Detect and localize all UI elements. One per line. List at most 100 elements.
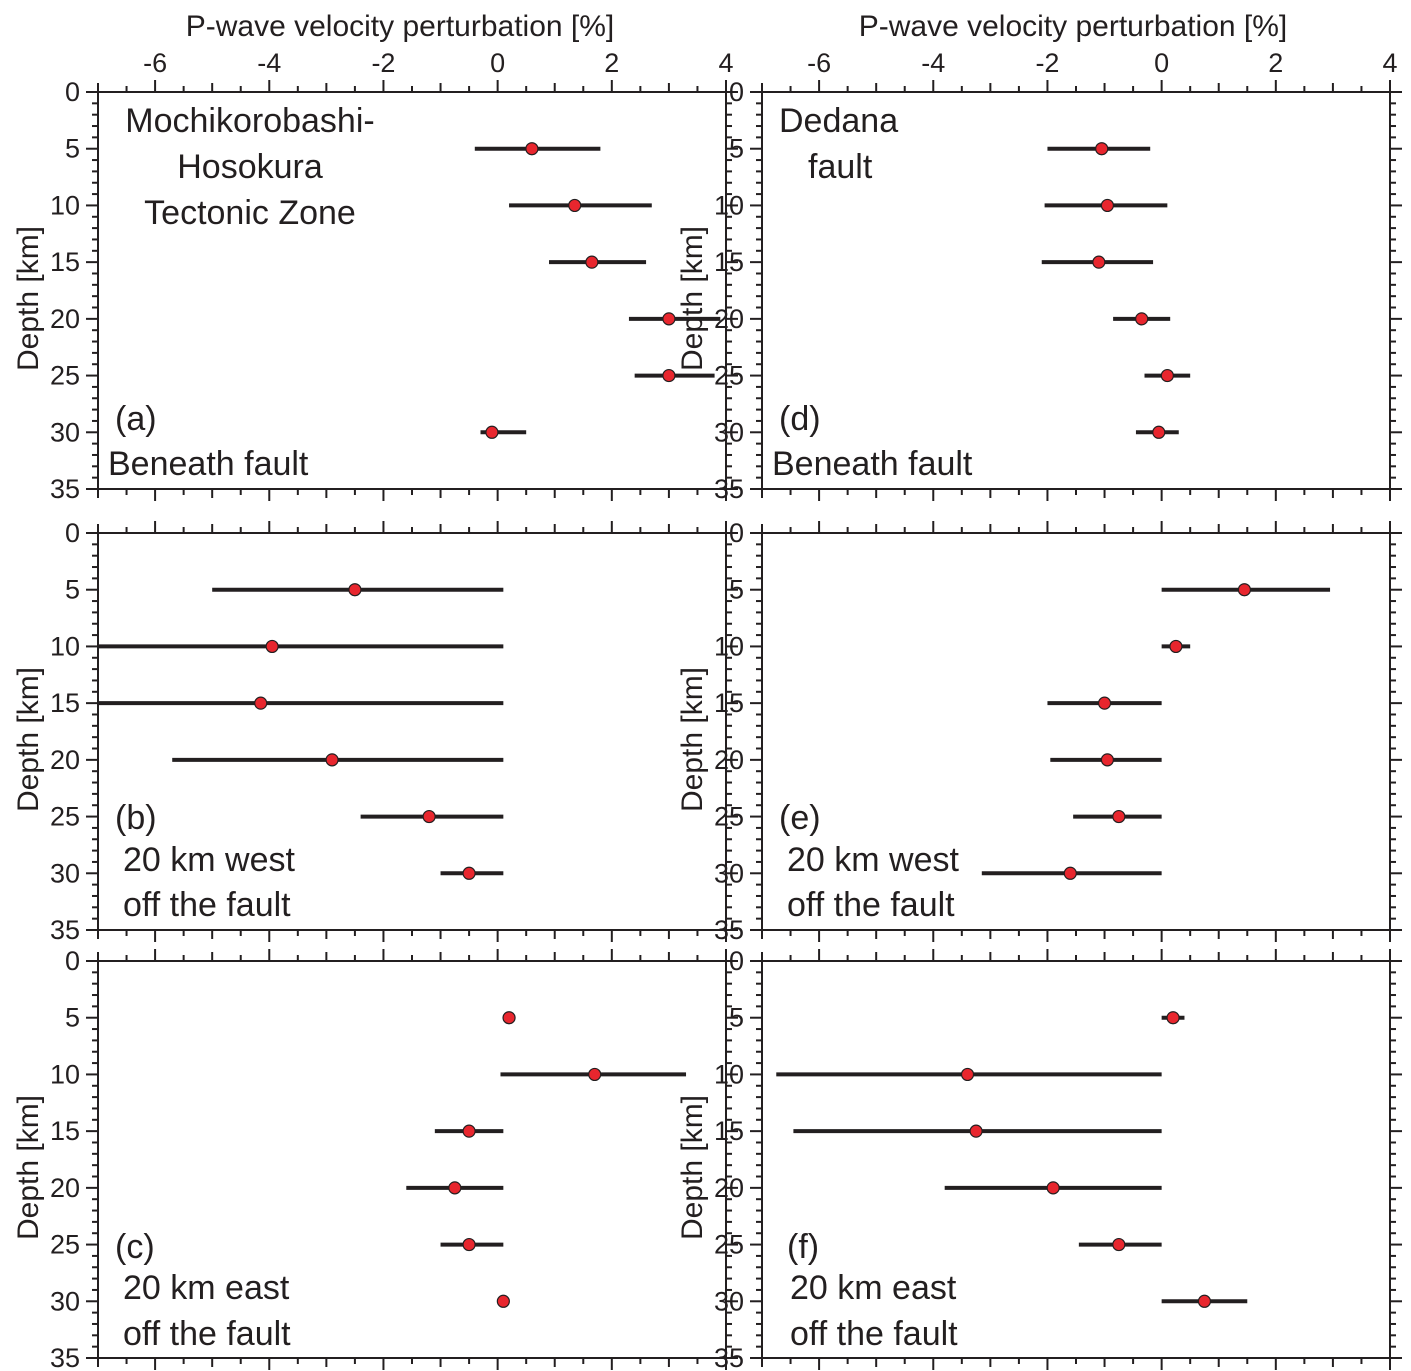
y-tick-label: 5 — [65, 134, 80, 164]
y-tick-label: 25 — [714, 802, 744, 832]
y-tick-label: 25 — [714, 361, 744, 391]
y-tick-label: 15 — [50, 247, 80, 277]
panel-annotation: Hosokura — [177, 148, 323, 186]
data-point — [568, 198, 582, 213]
x-tick-label: -6 — [143, 48, 167, 78]
panel-annotation: 20 km east — [790, 1269, 957, 1307]
y-tick-label: 25 — [50, 361, 80, 391]
y-tick-label: 35 — [50, 474, 80, 504]
y-tick-label: 0 — [729, 77, 744, 107]
x-tick-label: -2 — [371, 48, 395, 78]
data-point — [1166, 1011, 1180, 1025]
y-tick-label: 10 — [50, 1059, 80, 1089]
y-tick-label: 5 — [729, 1003, 744, 1033]
x-tick-label: -4 — [921, 48, 945, 78]
y-tick-label: 0 — [65, 77, 80, 107]
y-tick-label: 20 — [714, 745, 744, 775]
y-tick-label: 10 — [714, 631, 744, 661]
panel-annotation: 20 km east — [123, 1269, 290, 1307]
panel-annotation: 20 km west — [787, 841, 959, 879]
data-point — [1152, 425, 1166, 439]
panel-label: (f) — [787, 1228, 819, 1266]
x-tick-label: 4 — [1382, 48, 1397, 78]
panel-annotation: Dedana — [779, 102, 898, 140]
panel-annotation: off the fault — [123, 886, 291, 924]
panel-label: (c) — [115, 1228, 155, 1266]
data-point — [502, 1011, 516, 1025]
panel-c: 0 5 10 15 20 25 30 35 Depth [km] (c)20 km east off… — [12, 946, 738, 1371]
data-point — [960, 1067, 975, 1082]
y-tick-label: 20 — [50, 1173, 80, 1203]
y-tick-label: 30 — [714, 1286, 744, 1316]
data-point — [462, 1237, 476, 1252]
data-point — [1237, 583, 1252, 597]
y-tick-label: 25 — [50, 802, 80, 832]
data-point — [1112, 1237, 1126, 1252]
y-tick-label: 20 — [50, 745, 80, 775]
y-axis-title: Depth [km] — [676, 226, 709, 371]
x-axis-title-left: P-wave velocity perturbation [%] — [186, 10, 615, 43]
data-point — [422, 809, 436, 824]
y-tick-label: 30 — [50, 858, 80, 888]
y-tick-label: 30 — [50, 417, 80, 447]
y-axis-title: Depth [km] — [12, 667, 45, 812]
data-point — [462, 866, 476, 880]
data-point — [588, 1067, 602, 1082]
y-tick-label: 5 — [729, 134, 744, 164]
data-point — [1160, 368, 1174, 383]
y-tick-label: 15 — [714, 688, 744, 718]
panel-label: (a) — [115, 400, 157, 438]
data-point — [1063, 866, 1077, 880]
y-tick-label: 35 — [50, 1343, 80, 1371]
data-point — [1095, 142, 1109, 156]
y-tick-label: 30 — [50, 1286, 80, 1316]
y-tick-label: 15 — [50, 1116, 80, 1146]
data-point — [969, 1124, 983, 1138]
data-point — [485, 425, 499, 439]
y-tick-label: 35 — [714, 474, 744, 504]
data-point — [662, 368, 676, 383]
data-point — [525, 142, 539, 156]
y-tick-label: 5 — [729, 575, 744, 605]
x-tick-label: 4 — [718, 48, 733, 78]
data-point — [1100, 753, 1115, 767]
x-tick-label: -6 — [807, 48, 831, 78]
y-tick-label: 30 — [714, 417, 744, 447]
panel-annotation: off the fault — [123, 1315, 291, 1353]
x-tick-label: -2 — [1035, 48, 1059, 78]
data-point — [254, 696, 268, 710]
panel-e: 0 5 10 15 20 25 30 35 Depth [km] (e) 20 km west off… — [676, 518, 1402, 945]
data-point — [1197, 1294, 1212, 1308]
y-tick-label: 15 — [714, 1116, 744, 1146]
y-tick-label: 0 — [65, 946, 80, 976]
y-tick-label: 35 — [50, 915, 80, 945]
y-axis-title: Depth [km] — [12, 226, 45, 371]
y-tick-label: 0 — [729, 518, 744, 548]
data-point — [265, 639, 279, 654]
panel-b: 0 5 10 15 20 25 30 35 Depth [km] (b) 20 km west off… — [12, 518, 738, 945]
panel-annotation: Beneath fault — [108, 445, 309, 483]
y-tick-label: 10 — [714, 1059, 744, 1089]
panel-annotation: fault — [808, 148, 873, 186]
y-axis-title: Depth [km] — [676, 1095, 709, 1240]
data-point — [348, 583, 362, 597]
y-tick-label: 10 — [50, 190, 80, 220]
panel-annotation: off the fault — [790, 1315, 958, 1353]
data-point — [496, 1294, 510, 1308]
x-tick-label: 2 — [1268, 48, 1283, 78]
panel-label: (d) — [779, 400, 821, 438]
x-axis-title-right: P-wave velocity perturbation [%] — [859, 10, 1288, 43]
x-tick-label: -4 — [257, 48, 281, 78]
y-tick-label: 25 — [714, 1230, 744, 1260]
y-axis-title: Depth [km] — [676, 667, 709, 812]
y-tick-label: 0 — [65, 518, 80, 548]
panel-label: (e) — [779, 799, 821, 837]
y-tick-label: 25 — [50, 1230, 80, 1260]
y-tick-label: 20 — [50, 304, 80, 334]
y-tick-label: 5 — [65, 1003, 80, 1033]
y-tick-label: 35 — [714, 1343, 744, 1371]
data-point — [1097, 696, 1112, 710]
